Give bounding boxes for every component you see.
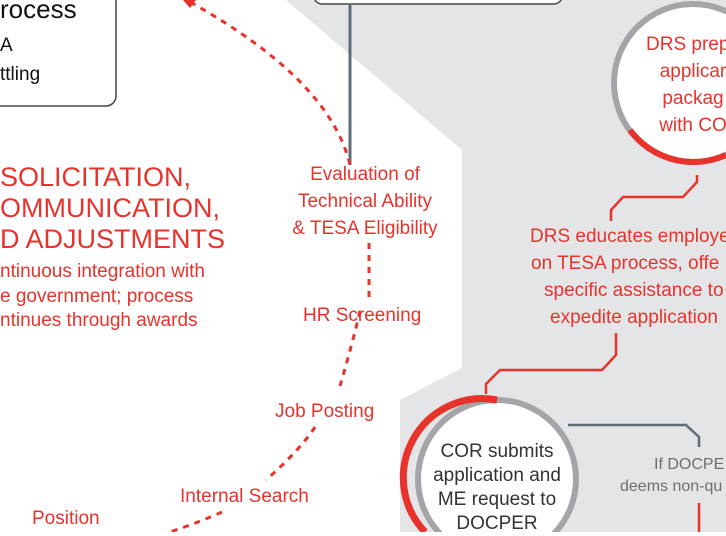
dashed-process-arc bbox=[189, 0, 352, 166]
step-hr-screening: HR Screening bbox=[303, 305, 422, 326]
solicitation-subtext-line: ntinues through awards bbox=[0, 310, 198, 331]
drs-prepares-line: applicar bbox=[659, 61, 726, 82]
drs-ring-highlight bbox=[627, 128, 726, 165]
drs-educates-line: specific assistance to bbox=[544, 280, 724, 301]
solicitation-subtext-line: ntinuous integration with bbox=[0, 261, 205, 282]
solicitation-heading-line: D ADJUSTMENTS bbox=[0, 224, 226, 254]
connector-drs-educates bbox=[609, 175, 699, 221]
grey-panel bbox=[286, 0, 726, 532]
docper-line: If DOCPE bbox=[654, 456, 725, 473]
step-job-posting: Job Posting bbox=[275, 401, 375, 422]
cor-submits-line: COR submits bbox=[440, 441, 554, 462]
docper-line: deems non-qu bbox=[620, 478, 723, 495]
cor-submits-line: ME request to bbox=[437, 489, 557, 510]
top-box-outline bbox=[314, 0, 562, 5]
drs-prepares-line: with CO bbox=[659, 115, 726, 136]
process-box-line: ttling bbox=[0, 64, 41, 85]
drs-educates-line: DRS educates employe bbox=[530, 226, 726, 247]
connector-docper bbox=[568, 423, 701, 447]
cor-submits-line: application and bbox=[433, 465, 561, 486]
solicitation-heading-line: SOLICITATION, bbox=[0, 162, 192, 192]
step-label-line: Technical Ability bbox=[297, 191, 433, 212]
step-position: Position bbox=[32, 508, 100, 529]
solicitation-subtext-line: e government; process bbox=[0, 286, 194, 307]
dashed-segment bbox=[265, 426, 317, 482]
arrowhead bbox=[183, 0, 196, 8]
connector-cor bbox=[484, 333, 618, 394]
drs-educates-line: expedite application bbox=[550, 307, 718, 328]
cor-submits-line: DOCPER bbox=[456, 513, 538, 534]
process-box-title: rocess bbox=[0, 0, 77, 24]
process-box-line: A bbox=[0, 35, 13, 56]
process-box-outline bbox=[0, 0, 117, 107]
cor-ring-highlight bbox=[399, 395, 498, 532]
dashed-segment bbox=[338, 310, 362, 387]
drs-prepares-line: packag bbox=[662, 88, 724, 109]
cor-submits-text: COR submits application and ME request t… bbox=[422, 440, 572, 536]
step-evaluation: Evaluation of Technical Ability & TESA E… bbox=[280, 161, 450, 242]
solicitation-heading-line: OMMUNICATION, bbox=[0, 193, 220, 223]
step-label-line: Evaluation of bbox=[310, 164, 420, 185]
dashed-segment bbox=[169, 510, 223, 532]
step-internal-search: Internal Search bbox=[180, 486, 309, 507]
drs-educates-line: on TESA process, offe bbox=[531, 253, 720, 274]
step-label-line: & TESA Eligibility bbox=[292, 218, 438, 239]
